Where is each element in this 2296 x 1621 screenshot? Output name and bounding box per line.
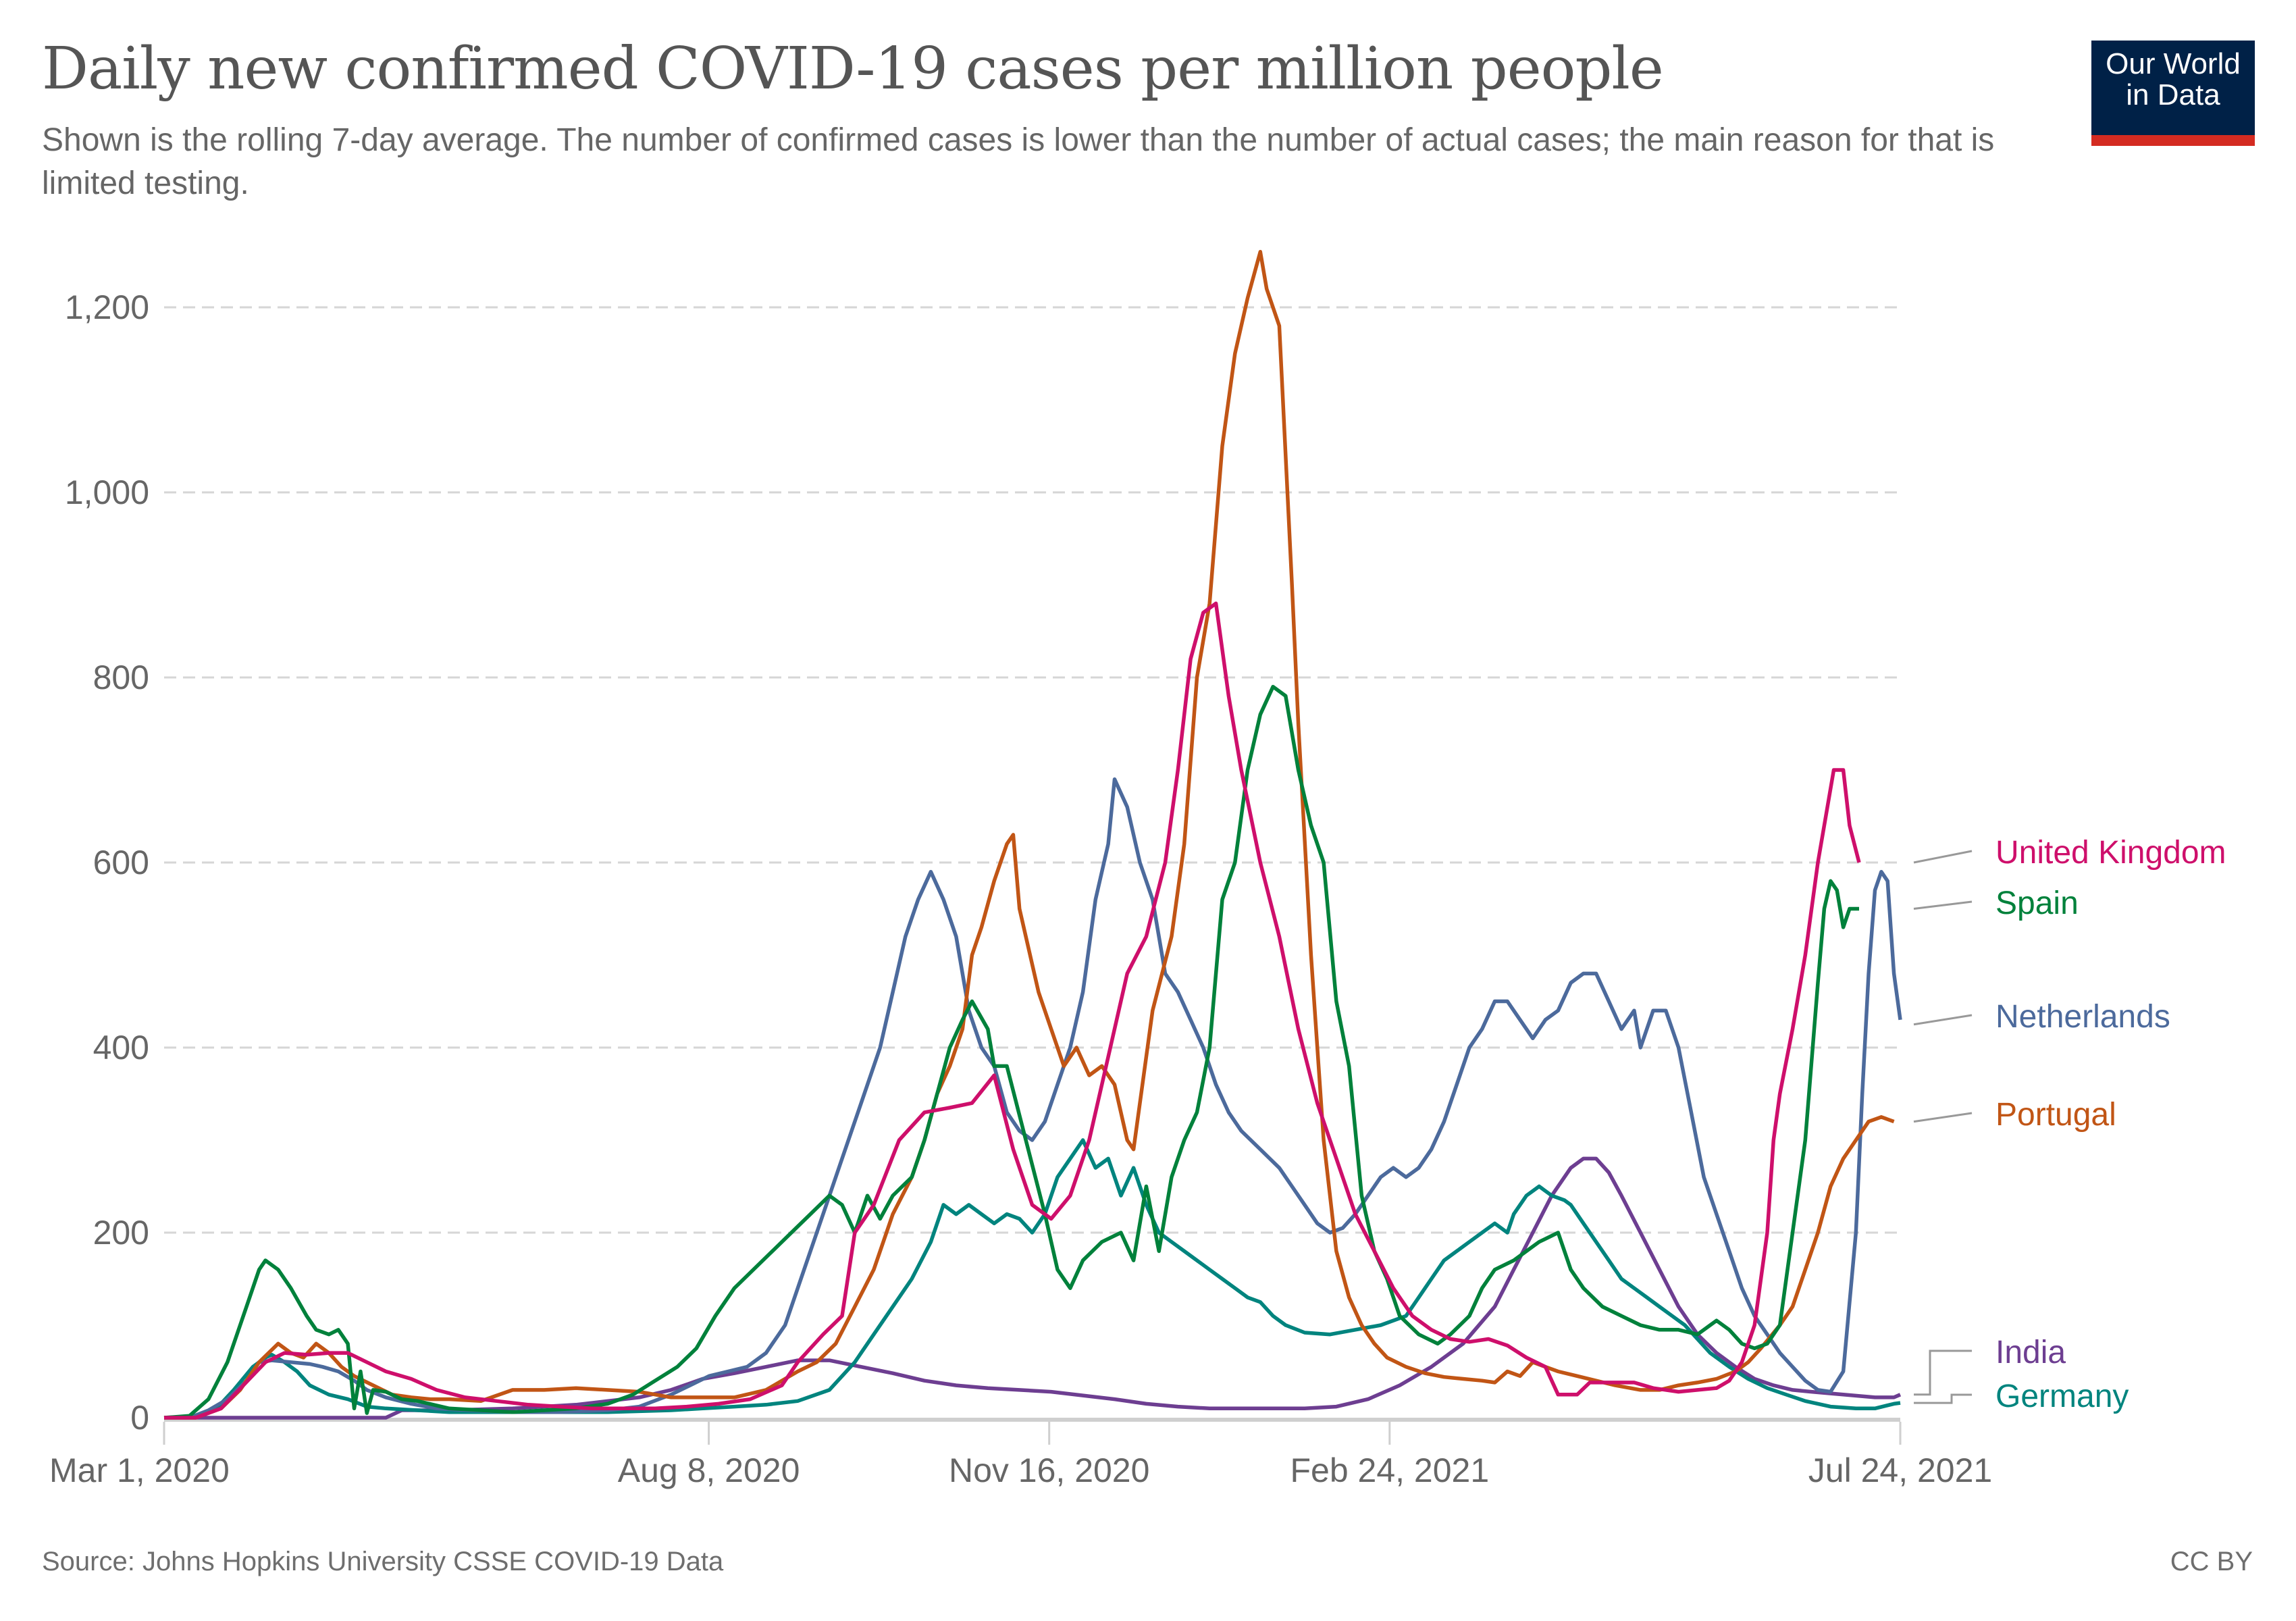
y-tick-label: 0 bbox=[130, 1399, 149, 1437]
x-tick-label: Aug 8, 2020 bbox=[618, 1451, 800, 1489]
chart-title: Daily new confirmed COVID-19 cases per m… bbox=[42, 35, 1664, 103]
source-note[interactable]: Source: Johns Hopkins University CSSE CO… bbox=[42, 1547, 724, 1576]
series-line-germany bbox=[164, 1138, 1901, 1420]
series-lines bbox=[163, 250, 1902, 1420]
series-label-netherlands: Netherlands bbox=[1913, 999, 2170, 1035]
logo-line-2: in Data bbox=[2126, 78, 2220, 111]
gridlines bbox=[164, 306, 1900, 1234]
y-tick-label: 1,000 bbox=[65, 473, 149, 511]
series-line-united-kingdom bbox=[164, 601, 1861, 1420]
x-tick-label: Nov 16, 2020 bbox=[949, 1451, 1149, 1489]
y-tick-label: 600 bbox=[93, 844, 149, 881]
series-label-text: Spain bbox=[1995, 885, 2079, 921]
series-label-text: United Kingdom bbox=[1995, 835, 2226, 871]
y-axis: 0 200 400 600 800 1,000 1,200 bbox=[65, 288, 149, 1437]
series-label-text: Germany bbox=[1995, 1379, 2129, 1414]
owid-logo[interactable]: Our World in Data bbox=[2091, 41, 2255, 146]
logo-line-1: Our World bbox=[2106, 47, 2241, 80]
series-labels: United Kingdom Spain Netherlands Portugal In… bbox=[1913, 835, 2226, 1414]
label-connector bbox=[1913, 850, 1973, 864]
series-label-india: India bbox=[1914, 1335, 2066, 1396]
logo-accent-bar bbox=[2091, 135, 2255, 146]
x-tick-label: Mar 1, 2020 bbox=[49, 1451, 230, 1489]
label-connector bbox=[1913, 1014, 1973, 1026]
label-connector bbox=[1914, 1349, 1972, 1396]
series-line-netherlands bbox=[164, 777, 1902, 1420]
series-line-india bbox=[164, 1156, 1902, 1420]
label-connector bbox=[1913, 900, 1973, 910]
y-tick-label: 800 bbox=[93, 659, 149, 696]
license-note[interactable]: CC BY bbox=[2170, 1547, 2253, 1576]
series-label-portugal: Portugal bbox=[1913, 1097, 2116, 1133]
y-tick-label: 1,200 bbox=[65, 288, 149, 326]
x-tick-label: Jul 24, 2021 bbox=[1808, 1451, 1992, 1489]
chart-subtitle: Shown is the rolling 7-day average. The … bbox=[42, 122, 1995, 201]
series-label-germany: Germany bbox=[1914, 1379, 2129, 1414]
label-connector bbox=[1913, 1112, 1973, 1123]
x-tick-label: Feb 24, 2021 bbox=[1290, 1451, 1489, 1489]
series-label-spain: Spain bbox=[1913, 885, 2079, 921]
series-label-text: India bbox=[1995, 1335, 2066, 1370]
label-connector bbox=[1914, 1393, 1972, 1404]
x-axis: Mar 1, 2020 Aug 8, 2020 Nov 16, 2020 Feb 24… bbox=[49, 1418, 1992, 1489]
series-line-portugal bbox=[164, 250, 1895, 1420]
y-tick-label: 200 bbox=[93, 1214, 149, 1252]
y-tick-label: 400 bbox=[93, 1029, 149, 1066]
series-label-united-kingdom: United Kingdom bbox=[1913, 835, 2226, 871]
series-label-text: Netherlands bbox=[1995, 999, 2170, 1035]
series-line-spain bbox=[163, 684, 1859, 1420]
series-label-text: Portugal bbox=[1995, 1097, 2116, 1133]
